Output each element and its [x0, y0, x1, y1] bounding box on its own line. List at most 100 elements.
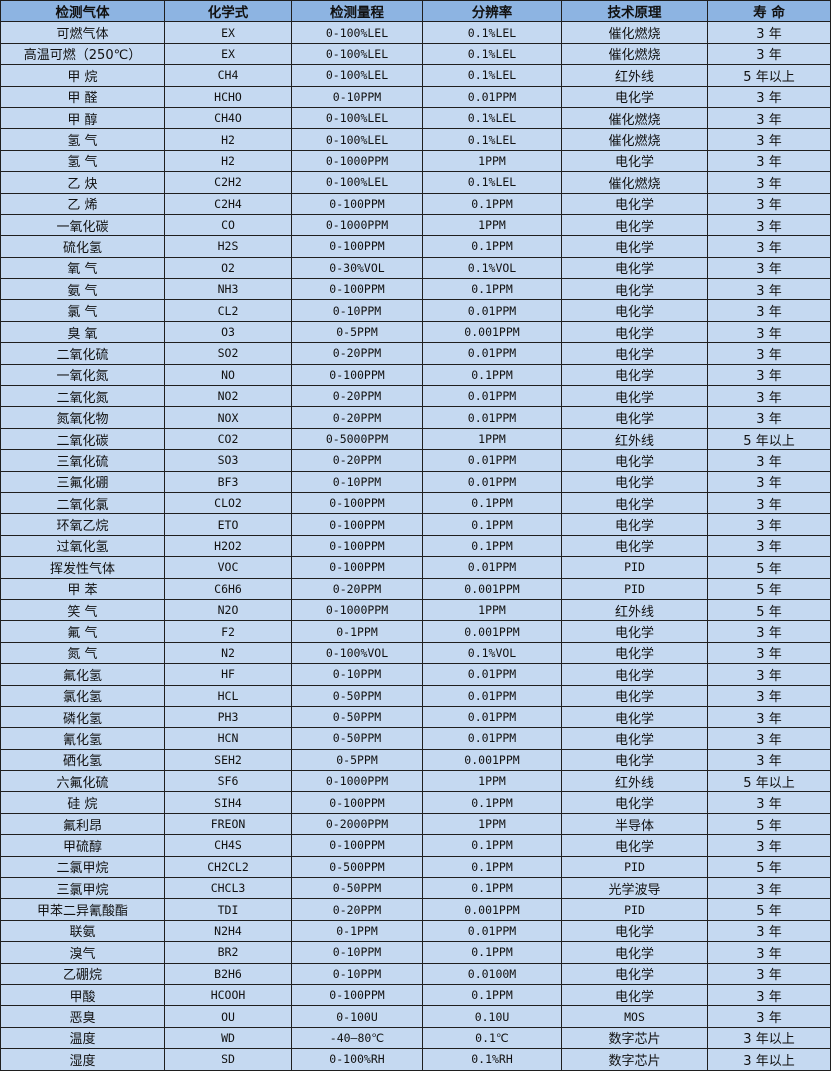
cell-resolution: 0.01PPM [422, 449, 562, 472]
cell-range: 0-100PPM [291, 513, 423, 536]
cell-resolution: 0.1%RH [422, 1048, 562, 1071]
cell-resolution: 0.01PPM [422, 342, 562, 365]
cell-lifespan: 3 年 [707, 727, 831, 750]
cell-lifespan: 3 年 [707, 299, 831, 322]
cell-formula: HCN [164, 727, 292, 750]
cell-range: 0-1PPM [291, 620, 423, 643]
cell-resolution: 0.1PPM [422, 491, 562, 515]
cell-principle: 红外线 [561, 770, 708, 793]
cell-range: 0-20PPM [291, 449, 423, 472]
cell-lifespan: 3 年 [707, 385, 831, 408]
cell-range: 0-1000PPM [291, 213, 423, 237]
cell-principle: 红外线 [561, 64, 708, 87]
table-row: 甲 苯 C6H6 0-20PPM 0.001PPM PID 5 年 [0, 577, 831, 600]
cell-lifespan: 5 年以上 [707, 427, 831, 451]
cell-gas: 氧 气 [0, 256, 165, 280]
cell-gas: 氨 气 [0, 278, 165, 301]
cell-lifespan: 3 年 [707, 342, 831, 365]
cell-range: 0-10PPM [291, 962, 423, 985]
cell-formula: EX [164, 42, 292, 66]
table-row: 硅 烷 SIH4 0-100PPM 0.1PPM 电化学 3 年 [0, 791, 831, 814]
cell-formula: BF3 [164, 470, 292, 493]
cell-gas: 高温可燃（250℃） [0, 42, 165, 66]
cell-range: 0-1000PPM [291, 149, 423, 173]
cell-resolution: 0.1PPM [422, 855, 562, 879]
cell-resolution: 1PPM [422, 598, 562, 622]
table-row: 乙 烯 C2H4 0-100PPM 0.1PPM 电化学 3 年 [0, 192, 831, 215]
cell-resolution: 0.01PPM [422, 705, 562, 729]
cell-principle: 红外线 [561, 598, 708, 622]
table-row: 硒化氢 SEH2 0-5PPM 0.001PPM 电化学 3 年 [0, 748, 831, 772]
cell-formula: FREON [164, 812, 292, 836]
cell-formula: CH4S [164, 834, 292, 857]
cell-gas: 甲硫醇 [0, 834, 165, 857]
cell-resolution: 0.01PPM [422, 406, 562, 429]
cell-gas: 环氧乙烷 [0, 513, 165, 536]
cell-gas: 甲酸 [0, 983, 165, 1007]
cell-lifespan: 3 年 [707, 919, 831, 943]
cell-lifespan: 3 年 [707, 513, 831, 536]
cell-formula: OU [164, 1005, 292, 1028]
cell-range: 0-100PPM [291, 235, 423, 258]
table-row: 氢 气 H2 0-100%LEL 0.1%LEL 催化燃烧 3 年 [0, 128, 831, 151]
table-row: 二氧化硫 SO2 0-20PPM 0.01PPM 电化学 3 年 [0, 342, 831, 365]
table-row: 氟 气 F2 0-1PPM 0.001PPM 电化学 3 年 [0, 620, 831, 643]
cell-gas: 磷化氢 [0, 705, 165, 729]
cell-principle: 光学波导 [561, 877, 708, 900]
cell-formula: EX [164, 21, 292, 44]
cell-resolution: 0.10U [422, 1005, 562, 1028]
cell-lifespan: 3 年 [707, 171, 831, 194]
cell-formula: H2 [164, 149, 292, 173]
cell-resolution: 0.1PPM [422, 235, 562, 258]
cell-resolution: 0.1%LEL [422, 106, 562, 130]
cell-lifespan: 5 年 [707, 898, 831, 921]
table-row: 磷化氢 PH3 0-50PPM 0.01PPM 电化学 3 年 [0, 705, 831, 729]
table-row: 氮氧化物 NOX 0-20PPM 0.01PPM 电化学 3 年 [0, 406, 831, 429]
cell-lifespan: 3 年 [707, 748, 831, 772]
cell-formula: NO2 [164, 385, 292, 408]
cell-range: 0-20PPM [291, 385, 423, 408]
cell-formula: WD [164, 1026, 292, 1050]
cell-range: 0-10PPM [291, 299, 423, 322]
cell-range: 0-100%RH [291, 1048, 423, 1071]
cell-gas: 乙 炔 [0, 171, 165, 194]
cell-gas: 二氧化硫 [0, 342, 165, 365]
cell-resolution: 0.001PPM [422, 620, 562, 643]
cell-lifespan: 3 年 [707, 149, 831, 173]
cell-range: 0-50PPM [291, 705, 423, 729]
cell-principle: 电化学 [561, 919, 708, 943]
cell-lifespan: 3 年 [707, 983, 831, 1007]
table-row: 氧 气 O2 0-30%VOL 0.1%VOL 电化学 3 年 [0, 256, 831, 280]
cell-range: 0-100PPM [291, 791, 423, 814]
cell-formula: VOC [164, 556, 292, 579]
cell-range: 0-2000PPM [291, 812, 423, 836]
cell-resolution: 0.001PPM [422, 577, 562, 600]
cell-principle: 电化学 [561, 85, 708, 108]
cell-resolution: 0.0100M [422, 962, 562, 985]
cell-gas: 湿度 [0, 1048, 165, 1071]
table-header-row: 检测气体 化学式 检测量程 分辨率 技术原理 寿 命 [0, 0, 831, 23]
cell-principle: 电化学 [561, 406, 708, 429]
cell-formula: ETO [164, 513, 292, 536]
table-row: 温度 WD -40—80℃ 0.1℃ 数字芯片 3 年以上 [0, 1026, 831, 1050]
table-row: 二氧化氯 CLO2 0-100PPM 0.1PPM 电化学 3 年 [0, 491, 831, 515]
cell-gas: 氟利昂 [0, 812, 165, 836]
cell-resolution: 1PPM [422, 427, 562, 451]
cell-gas: 二氧化氮 [0, 385, 165, 408]
table-row: 臭 氧 O3 0-5PPM 0.001PPM 电化学 3 年 [0, 320, 831, 344]
cell-range: 0-100%LEL [291, 42, 423, 66]
cell-range: 0-100PPM [291, 192, 423, 215]
cell-principle: 电化学 [561, 449, 708, 472]
cell-lifespan: 3 年 [707, 42, 831, 66]
cell-lifespan: 5 年 [707, 577, 831, 600]
cell-formula: NH3 [164, 278, 292, 301]
cell-principle: PID [561, 898, 708, 921]
cell-lifespan: 3 年 [707, 256, 831, 280]
cell-gas: 乙 烯 [0, 192, 165, 215]
cell-formula: B2H6 [164, 962, 292, 985]
cell-resolution: 0.1%LEL [422, 64, 562, 87]
cell-resolution: 0.01PPM [422, 385, 562, 408]
table-row: 二氧化氮 NO2 0-20PPM 0.01PPM 电化学 3 年 [0, 385, 831, 408]
cell-gas: 恶臭 [0, 1005, 165, 1028]
